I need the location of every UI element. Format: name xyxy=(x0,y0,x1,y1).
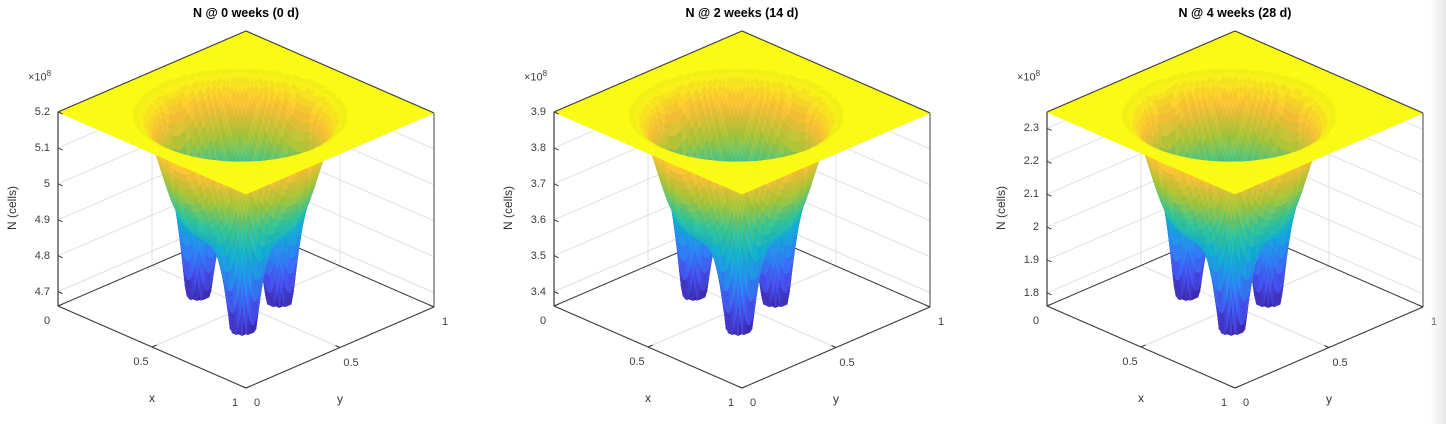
surface-panel-week4: N @ 4 weeks (28 d) ×108 N (cells) x y 1.… xyxy=(964,0,1446,424)
surface-panel-week0: N @ 0 weeks (0 d) ×108 N (cells) x y 4.7… xyxy=(0,0,482,424)
surface-plot-canvas-week4 xyxy=(964,0,1446,424)
window-edge-shadow xyxy=(1430,0,1446,424)
surface-plot-canvas-week2 xyxy=(482,0,964,424)
surface-panel-week2: N @ 2 weeks (14 d) ×108 N (cells) x y 3.… xyxy=(482,0,964,424)
surface-plot-canvas-week0 xyxy=(0,0,482,424)
